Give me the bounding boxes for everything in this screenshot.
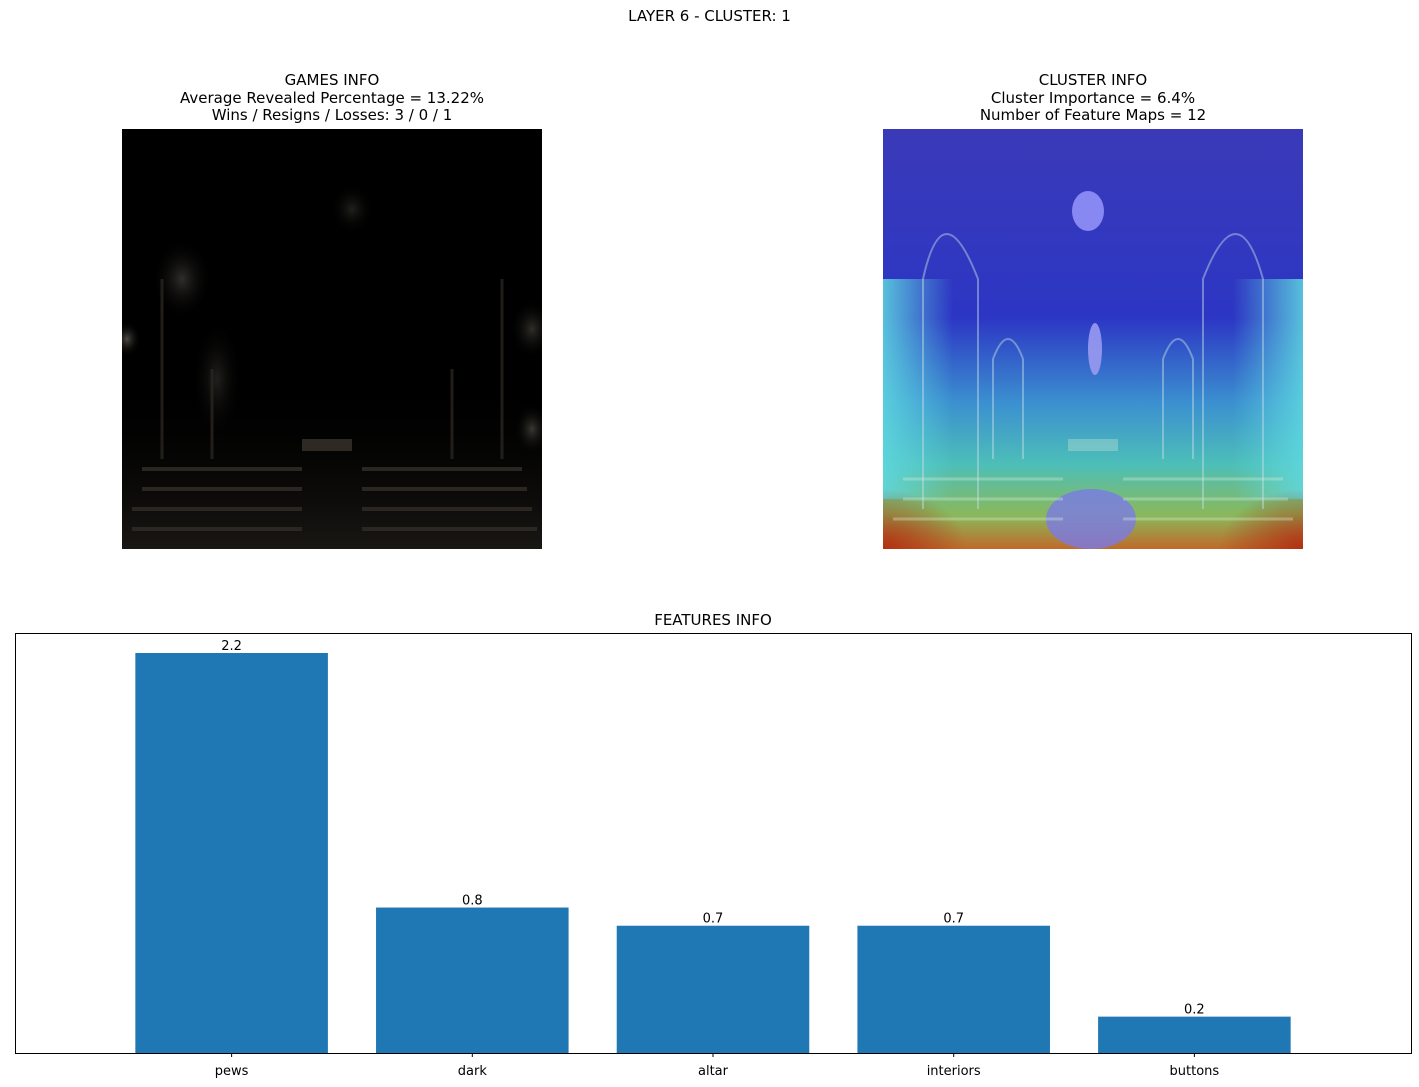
bar-value-label-interiors: 0.7 xyxy=(943,912,964,927)
games-info-title: GAMES INFO Average Revealed Percentage =… xyxy=(122,71,542,125)
bar-pews xyxy=(135,653,328,1053)
bar-value-label-dark: 0.8 xyxy=(462,894,483,909)
bar-value-label-pews: 2.2 xyxy=(221,639,242,654)
x-tick-label-altar: altar xyxy=(698,1064,729,1079)
bar-altar xyxy=(616,925,810,1053)
bar-value-label-buttons: 0.2 xyxy=(1184,1003,1205,1018)
cluster-info-feature-maps: Number of Feature Maps = 12 xyxy=(979,106,1207,124)
bar-interiors xyxy=(857,925,1050,1053)
plot-frame xyxy=(15,633,1412,1054)
x-tick-label-dark: dark xyxy=(458,1064,488,1079)
games-info-revealed: Average Revealed Percentage = 13.22% xyxy=(179,88,484,107)
x-tick-label-buttons: buttons xyxy=(1170,1064,1220,1079)
figure-suptitle: LAYER 6 - CLUSTER: 1 xyxy=(628,7,791,25)
bar-dark xyxy=(376,907,569,1053)
x-tick-label-pews: pews xyxy=(215,1064,249,1079)
cluster-info-title: CLUSTER INFO Cluster Importance = 6.4% N… xyxy=(883,71,1303,125)
revealed-image xyxy=(122,129,542,549)
games-info-record: Wins / Resigns / Losses: 3 / 0 / 1 xyxy=(211,106,453,124)
cluster-info-importance: Cluster Importance = 6.4% xyxy=(990,88,1196,107)
bar-buttons xyxy=(1098,1016,1291,1053)
revealed-image-canvas xyxy=(122,129,542,549)
bar-value-label-altar: 0.7 xyxy=(703,912,724,927)
features-chart-title: FEATURES INFO xyxy=(654,611,772,629)
cluster-heatmap-canvas xyxy=(883,129,1303,549)
x-tick-label-interiors: interiors xyxy=(927,1064,981,1079)
cluster-heatmap-image xyxy=(883,129,1303,549)
games-info-heading: GAMES INFO xyxy=(284,71,380,89)
cluster-info-heading: CLUSTER INFO xyxy=(1038,71,1148,89)
